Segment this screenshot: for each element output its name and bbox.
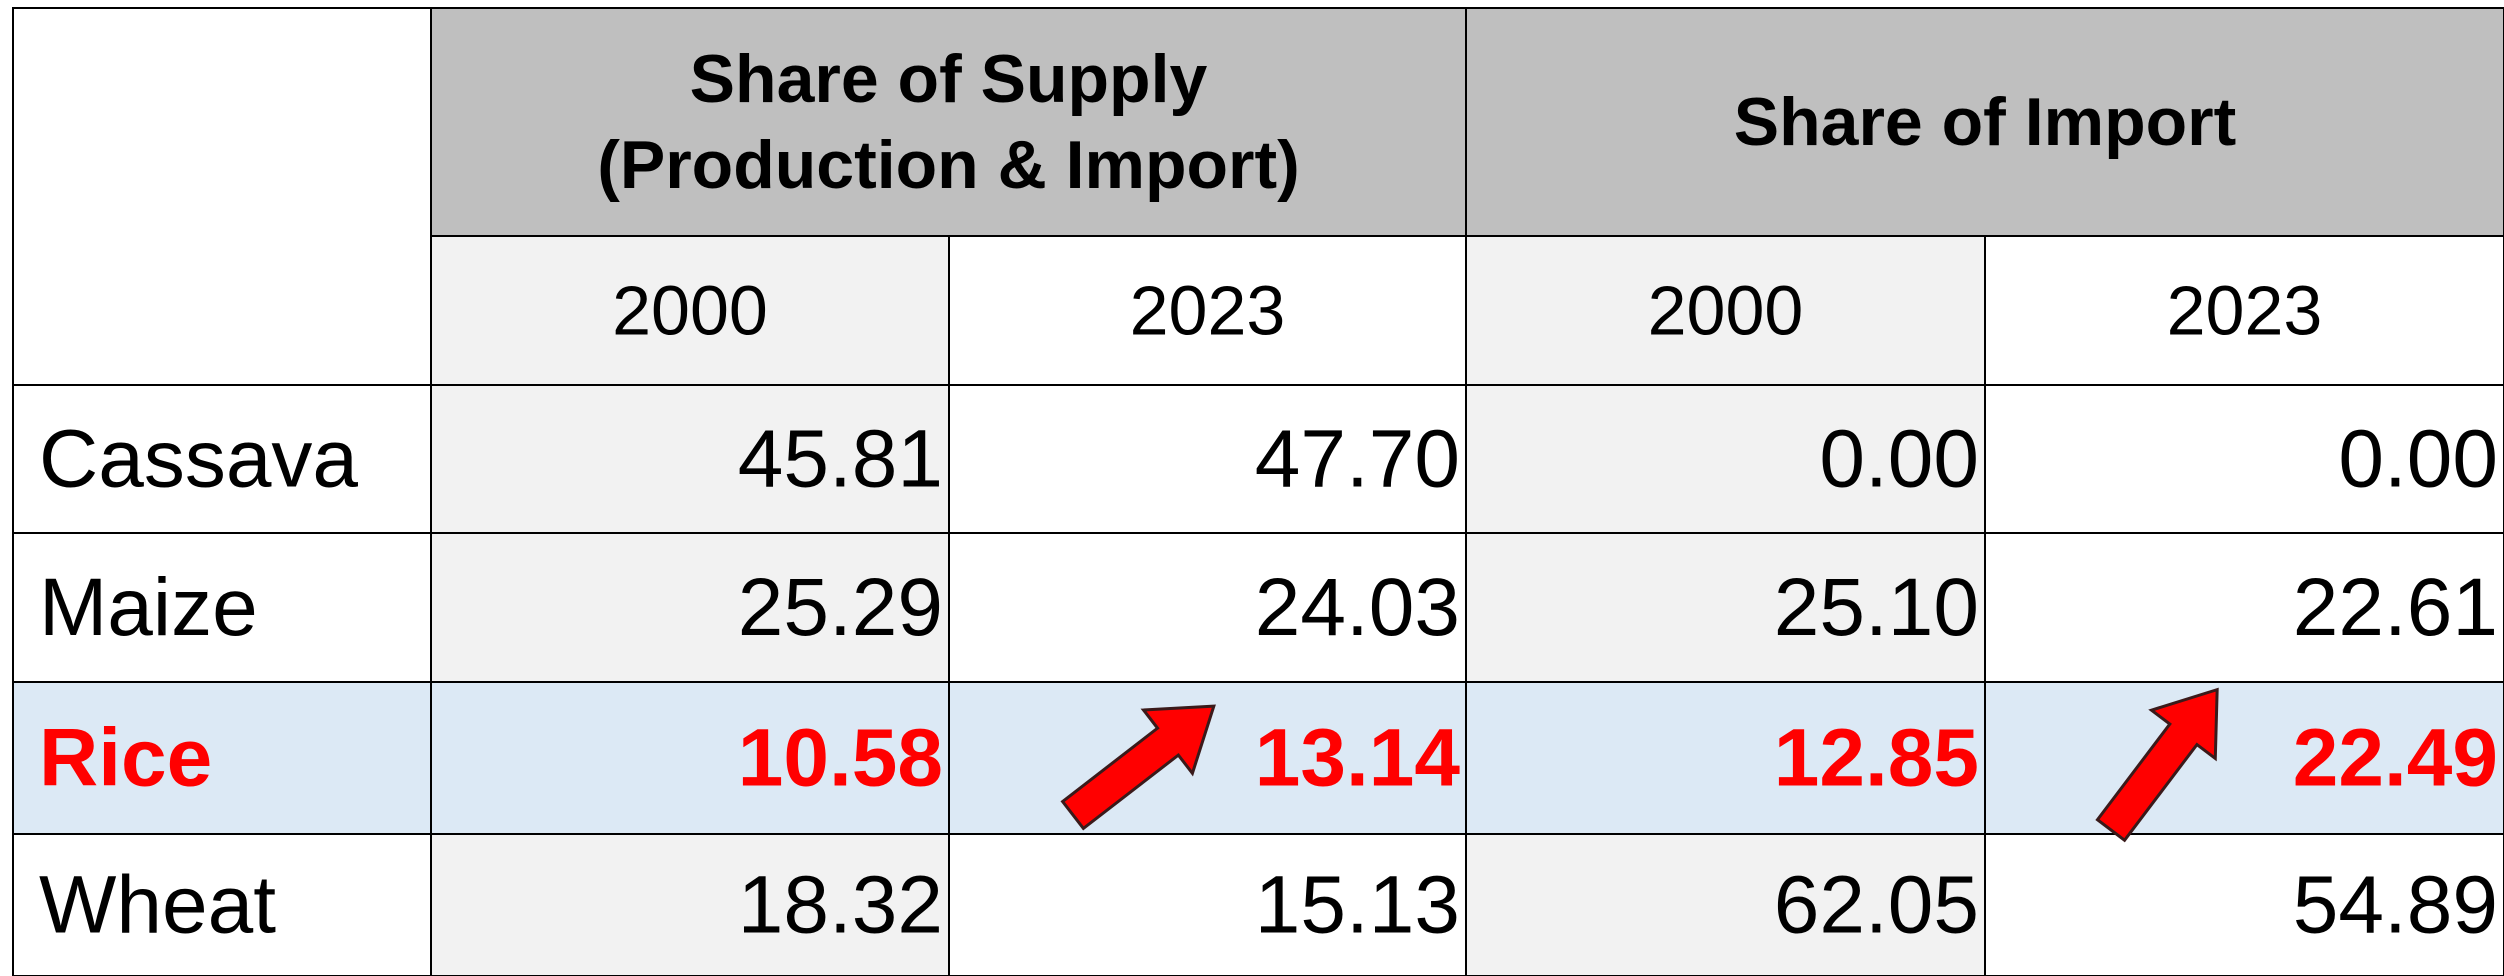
cell xyxy=(430,681,950,835)
group-header: Share of Supply xyxy=(690,41,1208,117)
cell xyxy=(1984,833,2504,976)
cell-value: 22.49 xyxy=(2293,713,2498,804)
cell-value: 47.70 xyxy=(1255,414,1460,505)
cell-value: 22.61 xyxy=(2293,562,2498,653)
cell xyxy=(1984,384,2504,534)
year-header: 2000 xyxy=(612,272,768,350)
year-header: 2023 xyxy=(1130,272,1286,350)
cell-value: 24.03 xyxy=(1255,562,1460,653)
row-label: Maize xyxy=(39,562,258,653)
cell xyxy=(12,7,432,386)
cell xyxy=(948,833,1467,976)
group-header: Share of Import xyxy=(1734,84,2237,160)
cell xyxy=(1465,235,1986,386)
cell xyxy=(1984,235,2504,386)
cell-value: 15.13 xyxy=(1255,860,1460,951)
cell-value: 0.00 xyxy=(1819,414,1979,505)
cell xyxy=(12,833,432,976)
cell xyxy=(948,384,1467,534)
up-arrow xyxy=(1060,704,1216,831)
cell xyxy=(430,384,950,534)
up-arrow xyxy=(2095,687,2219,843)
cell xyxy=(1465,681,1986,835)
cell xyxy=(430,532,950,683)
cells xyxy=(12,7,2504,976)
cell-value: 18.32 xyxy=(738,860,943,951)
cell-value: 45.81 xyxy=(738,414,943,505)
row-label: Cassava xyxy=(39,414,358,505)
year-header: 2023 xyxy=(2167,272,2323,350)
row-label: Wheat xyxy=(39,860,276,951)
cell xyxy=(948,532,1467,683)
cell-value: 25.29 xyxy=(738,562,943,653)
cell xyxy=(1984,532,2504,683)
cell xyxy=(430,235,950,386)
cell xyxy=(12,681,432,835)
cell xyxy=(1465,833,1986,976)
arrows xyxy=(1060,687,2219,843)
cell-value: 13.14 xyxy=(1255,713,1461,804)
row-label: Rice xyxy=(39,713,212,804)
group-header: (Production & Import) xyxy=(597,127,1300,203)
cell xyxy=(948,235,1467,386)
cell xyxy=(430,833,950,976)
cell-value: 25.10 xyxy=(1774,562,1979,653)
cell-value: 62.05 xyxy=(1774,860,1979,951)
cell-value: 0.00 xyxy=(2338,414,2498,505)
year-header: 2000 xyxy=(1648,272,1804,350)
cell-value: 10.58 xyxy=(738,713,943,804)
cell-value: 54.89 xyxy=(2293,860,2498,951)
cell xyxy=(12,384,432,534)
cell xyxy=(430,7,1467,237)
texts: Share of Supply (Production & Import) Shar… xyxy=(39,41,2498,951)
cell xyxy=(12,532,432,683)
cell-value: 12.85 xyxy=(1774,713,1979,804)
